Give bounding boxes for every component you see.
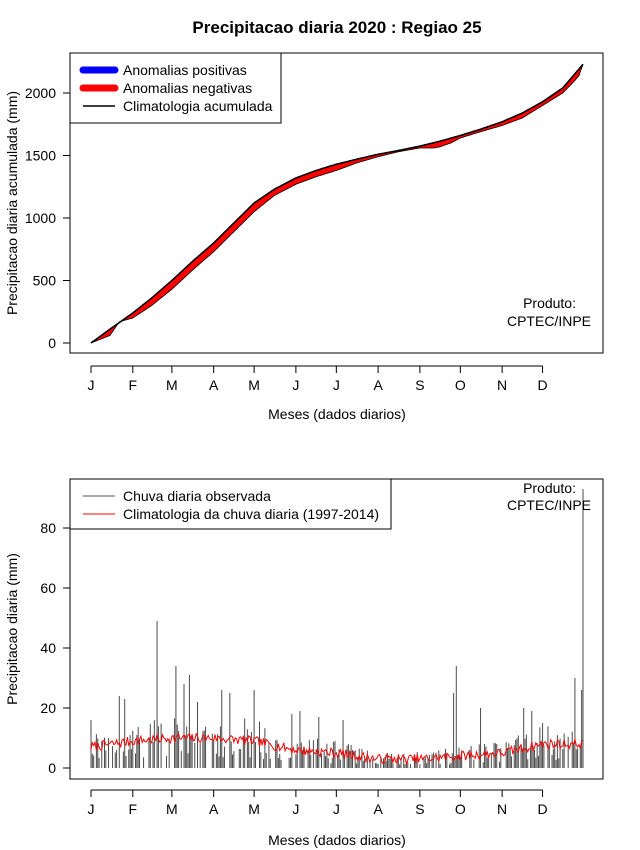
x-tick-label: M [166,801,178,817]
x-tick-label: N [497,801,507,817]
x-axis-label: Meses (dados diarios) [268,832,406,848]
y-tick-label: 2000 [25,85,56,101]
product-label: Produto: [523,480,576,496]
accumulated-chart: 0 500 1000 1500 2000 J F M A M J J A S O N D Precipitac… [4,52,604,422]
y-tick-label: 0 [48,335,56,351]
legend-label-negative: Anomalias negativas [123,80,252,96]
y-tick-label: 0 [48,760,56,776]
legend-label-observed: Chuva diaria observada [123,488,271,504]
x-axis-label: Meses (dados diarios) [268,406,406,422]
x-tick-label: S [415,801,424,817]
legend: Anomalias positivas Anomalias negativas … [69,52,282,124]
x-tick-label: M [166,377,178,393]
daily-chart: 0 20 40 60 80 J F M A M J J A S O N D Precipitacao diar… [4,478,604,848]
x-tick-label: F [129,377,138,393]
x-tick-label: A [373,801,383,817]
y-tick-label: 60 [40,580,56,596]
legend-label-climatology: Climatologia acumulada [123,98,273,114]
x-tick-label: D [537,377,547,393]
y-axis-label: Precipitacao diaria (mm) [4,553,20,705]
x-tick-label: J [292,377,299,393]
x-tick-label: O [455,377,466,393]
product-label: Produto: [523,295,576,311]
x-tick-label: J [88,801,95,817]
y-axis: 0 500 1000 1500 2000 [25,85,71,351]
page-title: Precipitacao diaria 2020 : Regiao 25 [192,18,481,37]
climatology-line [90,732,583,766]
x-tick-label: N [497,377,507,393]
y-tick-label: 80 [40,520,56,536]
y-tick-label: 1000 [25,210,56,226]
y-tick-label: 20 [40,700,56,716]
x-tick-label: J [333,377,340,393]
y-tick-label: 1500 [25,148,56,164]
x-tick-label: D [537,801,547,817]
x-tick-label: S [415,377,424,393]
climatology-line [90,63,584,344]
y-tick-label: 500 [33,273,57,289]
x-tick-label: A [209,377,219,393]
x-tick-label: O [455,801,466,817]
y-axis: 0 20 40 60 80 [40,520,71,776]
legend: Chuva diaria observada Climatologia da c… [69,478,392,530]
x-tick-label: M [248,801,260,817]
legend-label-climatology: Climatologia da chuva diaria (1997-2014) [123,506,379,522]
product-source: CPTEC/INPE [507,313,591,329]
x-tick-label: M [248,377,260,393]
x-tick-label: J [333,801,340,817]
product-source: CPTEC/INPE [507,497,591,513]
x-tick-label: F [129,801,138,817]
y-tick-label: 40 [40,640,56,656]
observed-rain-bars [90,489,584,768]
y-axis-label: Precipitacao diaria acumulada (mm) [4,91,20,315]
x-tick-label: J [88,377,95,393]
legend-box [69,478,392,530]
x-tick-label: A [373,377,383,393]
x-tick-label: A [209,801,219,817]
legend-label-positive: Anomalias positivas [123,62,247,78]
x-tick-label: J [292,801,299,817]
